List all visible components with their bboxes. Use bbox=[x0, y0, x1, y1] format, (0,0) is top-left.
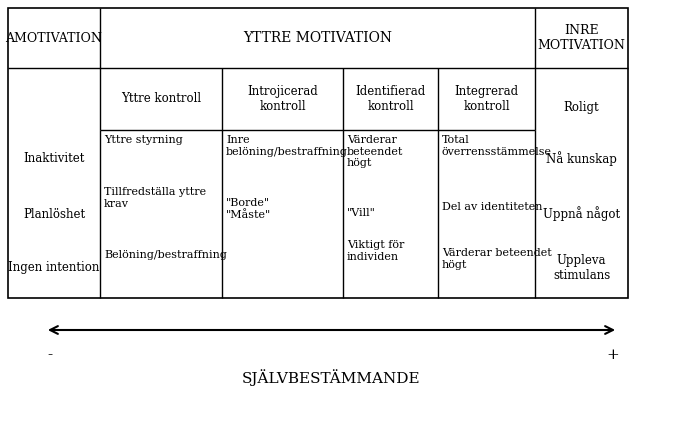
Text: Ingen intention: Ingen intention bbox=[8, 261, 100, 274]
Text: "Borde"
"Måste": "Borde" "Måste" bbox=[226, 198, 271, 220]
Bar bbox=[8, 8, 628, 298]
Text: Tillfredställa yttre
krav: Tillfredställa yttre krav bbox=[104, 187, 206, 208]
Text: Belöning/bestraffning: Belöning/bestraffning bbox=[104, 250, 227, 260]
Text: Identifierad
kontroll: Identifierad kontroll bbox=[355, 85, 425, 113]
Text: Introjicerad
kontroll: Introjicerad kontroll bbox=[247, 85, 318, 113]
Text: Yttre kontroll: Yttre kontroll bbox=[121, 93, 201, 106]
Text: YTTRE MOTIVATION: YTTRE MOTIVATION bbox=[243, 31, 392, 45]
Text: Uppnå något: Uppnå något bbox=[543, 206, 620, 221]
Text: Del av identiteten: Del av identiteten bbox=[442, 202, 542, 212]
Text: -: - bbox=[47, 348, 52, 362]
Text: SJÄLVBESTÄMMANDE: SJÄLVBESTÄMMANDE bbox=[242, 369, 421, 387]
Text: Värderar
beteendet
högt: Värderar beteendet högt bbox=[347, 135, 403, 168]
Text: AMOTIVATION: AMOTIVATION bbox=[5, 31, 102, 45]
Text: Värderar beteendet
högt: Värderar beteendet högt bbox=[442, 248, 552, 269]
Text: Yttre styrning: Yttre styrning bbox=[104, 135, 183, 145]
Text: Nå kunskap: Nå kunskap bbox=[546, 151, 617, 166]
Text: Integrerad
kontroll: Integrerad kontroll bbox=[454, 85, 519, 113]
Text: Planlöshet: Planlöshet bbox=[23, 208, 85, 221]
Text: Uppleva
stimulans: Uppleva stimulans bbox=[553, 254, 610, 282]
Text: "Vill": "Vill" bbox=[347, 208, 376, 218]
Text: Inre
belöning/bestraffning: Inre belöning/bestraffning bbox=[226, 135, 348, 157]
Text: Total
överrensstämmelse: Total överrensstämmelse bbox=[442, 135, 552, 157]
Text: +: + bbox=[606, 348, 619, 362]
Text: Viktigt för
individen: Viktigt för individen bbox=[347, 240, 404, 262]
Text: INRE
MOTIVATION: INRE MOTIVATION bbox=[538, 24, 625, 52]
Text: Roligt: Roligt bbox=[564, 100, 600, 114]
Text: Inaktivitet: Inaktivitet bbox=[24, 152, 85, 165]
